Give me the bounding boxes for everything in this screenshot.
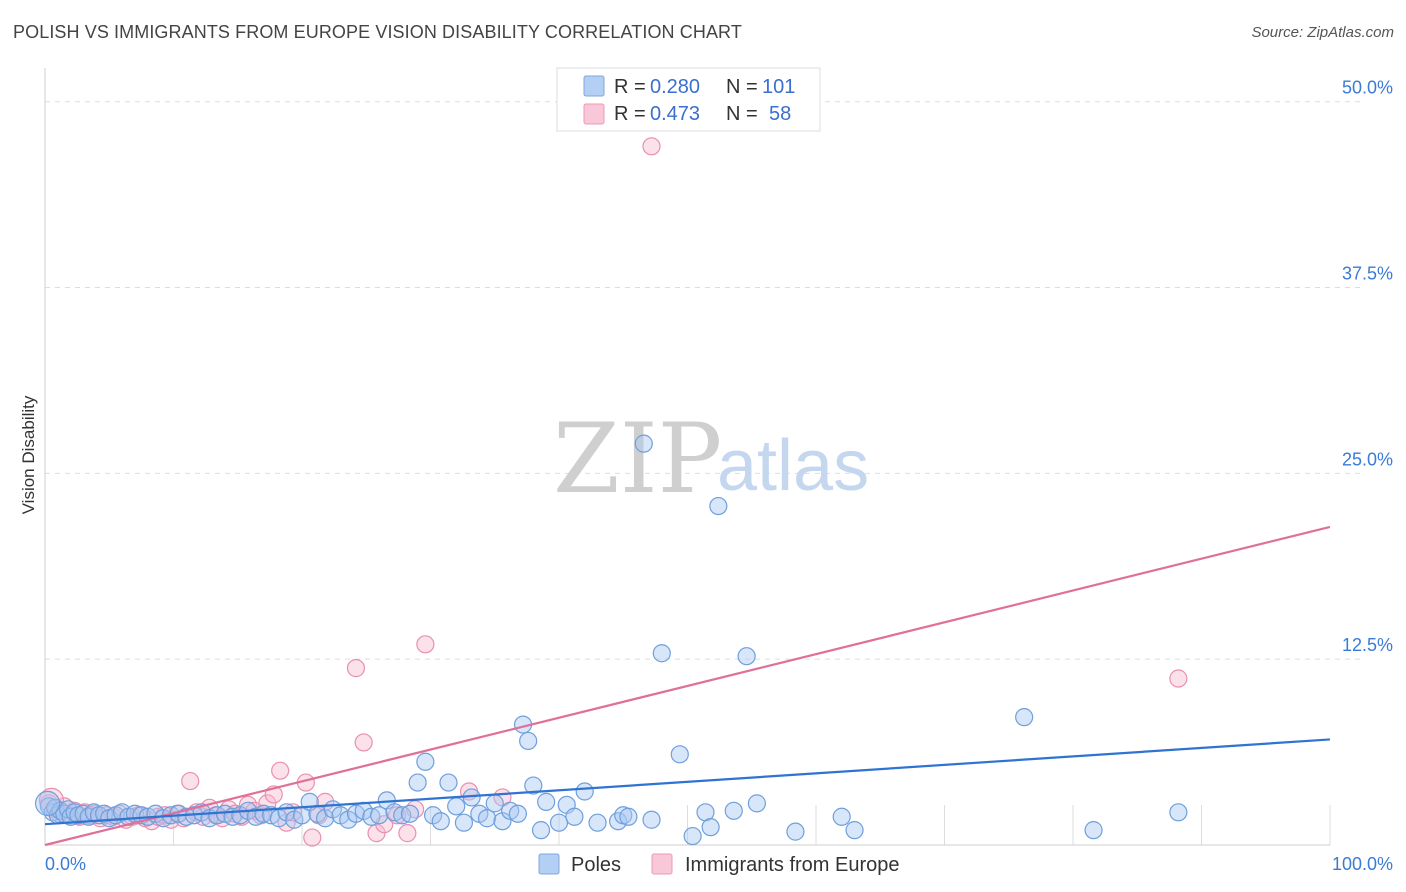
immigrants-point xyxy=(271,761,290,780)
poles-point xyxy=(652,644,671,663)
immigrants-point xyxy=(303,828,322,847)
poles-point xyxy=(575,782,594,801)
watermark-zip: ZIP xyxy=(553,403,722,515)
poles-point xyxy=(362,807,381,826)
legend-r-label-immigrants: R = xyxy=(614,103,646,125)
watermark-atlas: atlas xyxy=(717,426,869,506)
poles-point xyxy=(609,812,628,831)
grid-layer xyxy=(44,101,1365,845)
poles-point xyxy=(1015,708,1034,727)
bottom-legend-label-immigrants: Immigrants from Europe xyxy=(685,854,900,876)
poles-point xyxy=(477,809,497,828)
legend-r-value-poles: 0.280 xyxy=(650,76,700,98)
poles-point xyxy=(832,807,851,826)
legend-n-value-poles: 101 xyxy=(762,76,795,98)
immigrants-point xyxy=(1169,669,1188,688)
poles-point xyxy=(1169,803,1188,822)
legend-swatch-poles xyxy=(583,75,605,97)
x-tick-label-max: 100.0% xyxy=(1332,854,1393,874)
poles-points xyxy=(34,434,1188,846)
poles-trend-line xyxy=(44,738,1331,826)
x-tick-label-min: 0.0% xyxy=(45,854,86,874)
bottom-legend-swatch-poles xyxy=(538,853,560,875)
watermark: ZIP atlas xyxy=(553,403,869,515)
legend-n-label-immigrants: N = xyxy=(726,103,758,125)
poles-point xyxy=(786,822,805,841)
bottom-legend-label-poles: Poles xyxy=(571,854,621,876)
trend-layer xyxy=(44,525,1331,847)
poles-point xyxy=(208,806,227,825)
immigrants-point xyxy=(416,635,435,654)
poles-point xyxy=(519,731,538,751)
y-tick-label: 37.5% xyxy=(1342,264,1393,284)
poles-point xyxy=(1084,821,1103,840)
bottom-legend-swatch-immigrants xyxy=(651,853,673,875)
immigrants-point xyxy=(258,794,277,813)
legend-r-value-immigrants: 0.473 xyxy=(650,103,700,125)
y-tick-label: 12.5% xyxy=(1342,635,1393,655)
poles-point xyxy=(370,806,389,825)
immigrants-points xyxy=(38,137,1188,847)
poles-point xyxy=(431,812,450,831)
source-label: Source: ZipAtlas.com xyxy=(1251,24,1394,41)
poles-point xyxy=(524,776,543,795)
poles-point xyxy=(485,794,504,813)
poles-point xyxy=(670,745,689,764)
legend-box: R = 0.280 N = 101 R = 0.473 N = 58 xyxy=(556,67,821,132)
poles-point xyxy=(634,434,653,453)
poles-point xyxy=(537,792,556,811)
poles-point xyxy=(709,496,728,516)
legend-r-label-poles: R = xyxy=(614,76,646,98)
poles-point xyxy=(508,804,527,823)
poles-point xyxy=(845,821,864,840)
immigrants-point xyxy=(398,824,417,843)
y-axis-label: Vision Disability xyxy=(19,395,38,514)
poles-point xyxy=(400,804,420,823)
poles-point xyxy=(416,752,435,771)
chart-title: POLISH VS IMMIGRANTS FROM EUROPE VISION … xyxy=(13,22,742,42)
poles-point xyxy=(747,794,766,813)
legend-n-label-poles: N = xyxy=(726,76,758,98)
poles-point xyxy=(701,818,720,837)
poles-point xyxy=(565,807,584,826)
immigrants-point xyxy=(642,137,661,156)
poles-point xyxy=(393,806,412,825)
ticks-layer: 12.5% 25.0% 37.5% 50.0% 0.0% 100.0% xyxy=(45,78,1393,874)
poles-point xyxy=(642,810,661,829)
legend-n-value-immigrants: 58 xyxy=(769,103,791,125)
y-tick-label: 50.0% xyxy=(1342,78,1393,98)
immigrants-trend-line xyxy=(44,525,1331,847)
bottom-legend: Poles Immigrants from Europe xyxy=(538,853,900,876)
y-tick-label: 25.0% xyxy=(1342,449,1393,469)
poles-point xyxy=(447,797,466,816)
immigrants-point xyxy=(346,659,366,678)
legend-swatch-immigrants xyxy=(583,103,605,125)
poles-point xyxy=(737,647,756,666)
immigrants-point xyxy=(354,733,373,752)
axes-layer xyxy=(44,68,1330,846)
poles-point xyxy=(683,826,702,846)
immigrants-point xyxy=(181,771,200,791)
poles-point xyxy=(408,773,427,792)
poles-point xyxy=(588,813,607,832)
poles-point xyxy=(531,821,551,840)
poles-point xyxy=(619,807,638,826)
poles-point xyxy=(34,790,61,816)
poles-point xyxy=(724,801,743,820)
poles-point xyxy=(454,813,474,832)
poles-point xyxy=(549,813,569,832)
poles-point xyxy=(439,773,458,792)
